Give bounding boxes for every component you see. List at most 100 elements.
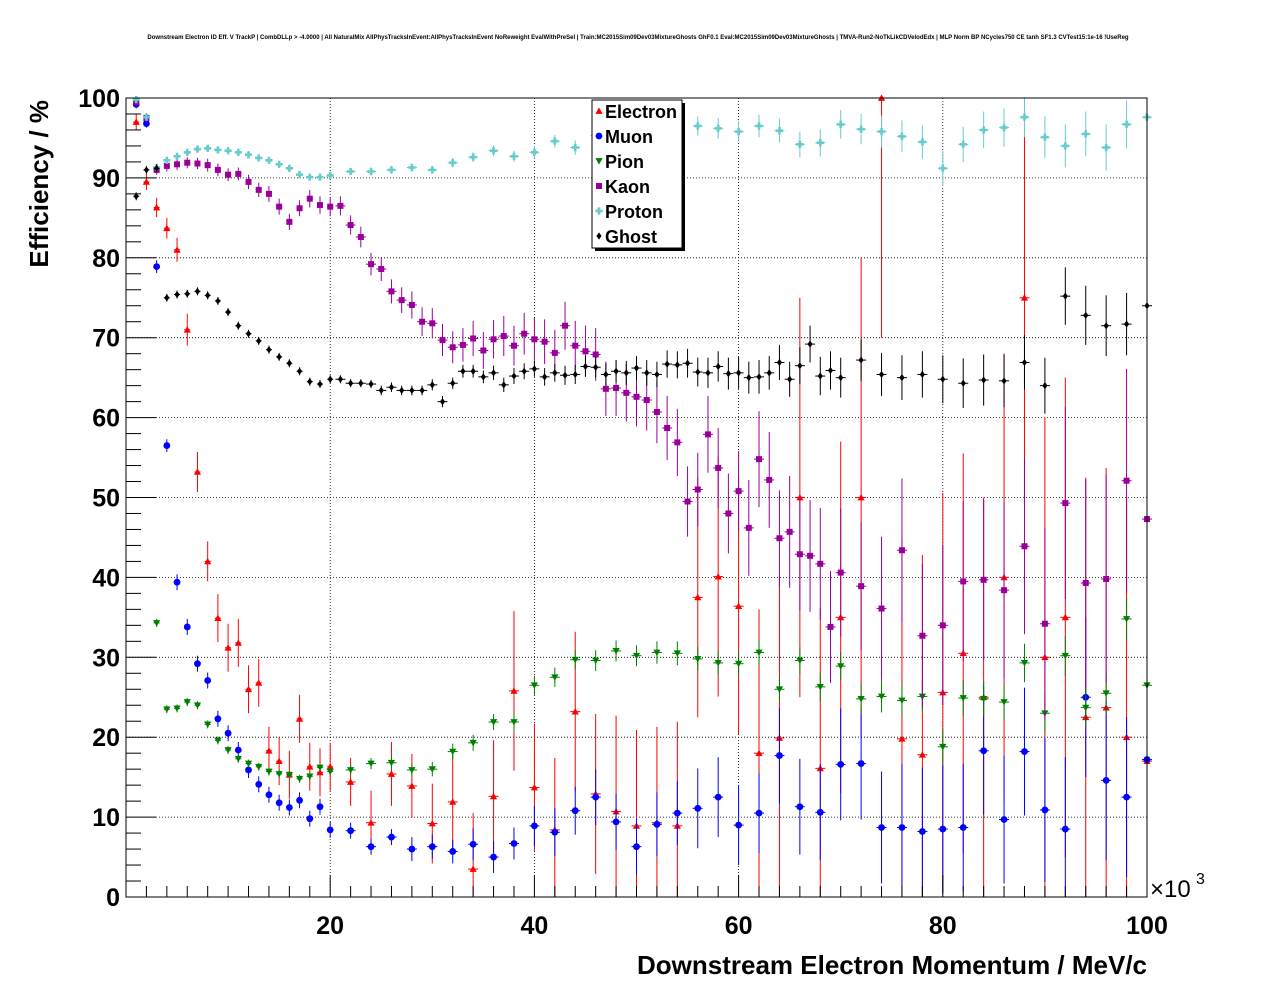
data-point xyxy=(306,773,314,780)
data-point xyxy=(542,373,548,381)
data-point xyxy=(286,218,293,225)
data-point xyxy=(408,782,416,789)
data-point xyxy=(428,843,436,851)
data-point xyxy=(673,650,681,657)
data-point xyxy=(132,95,140,104)
series-pion xyxy=(153,597,1152,783)
data-point xyxy=(725,370,731,378)
data-point xyxy=(183,623,191,631)
data-point xyxy=(275,799,283,807)
data-point xyxy=(633,364,640,372)
x-tick-label: 80 xyxy=(929,912,957,940)
data-point xyxy=(603,370,609,379)
legend-label-pion: Pion xyxy=(605,152,644,172)
data-point xyxy=(592,657,600,665)
series-layer xyxy=(132,94,1152,897)
data-point xyxy=(316,764,324,772)
data-point xyxy=(184,159,191,166)
data-point xyxy=(552,369,558,377)
data-point xyxy=(694,122,702,130)
data-point xyxy=(224,644,232,651)
data-point xyxy=(838,374,844,382)
data-point xyxy=(633,393,640,400)
data-point xyxy=(214,614,222,622)
data-point xyxy=(275,757,283,765)
data-point xyxy=(705,369,711,377)
data-point xyxy=(919,632,926,639)
data-point xyxy=(265,190,272,197)
data-point xyxy=(449,748,457,756)
data-point xyxy=(959,140,967,148)
y-tick-label: 70 xyxy=(92,325,120,353)
data-point xyxy=(357,234,364,241)
data-point xyxy=(530,682,538,689)
data-point xyxy=(898,824,906,831)
data-point xyxy=(725,510,732,517)
data-point xyxy=(316,202,323,209)
data-point xyxy=(1082,704,1090,712)
data-point xyxy=(316,803,324,811)
data-point xyxy=(470,335,477,342)
data-point xyxy=(735,488,742,495)
data-point xyxy=(501,381,507,389)
data-point xyxy=(296,205,303,212)
data-point xyxy=(307,378,313,386)
data-point xyxy=(776,752,783,759)
data-point xyxy=(571,708,579,715)
data-point xyxy=(878,824,885,831)
data-point xyxy=(194,287,201,295)
data-point xyxy=(234,148,242,156)
legend-label-muon: Muon xyxy=(605,127,653,147)
data-point xyxy=(736,369,742,377)
data-point xyxy=(1102,690,1110,697)
data-point xyxy=(173,578,181,586)
data-point xyxy=(1041,620,1048,627)
y-tick-label: 10 xyxy=(92,804,120,832)
data-point xyxy=(133,192,139,200)
legend-label-proton: Proton xyxy=(605,202,663,222)
data-point xyxy=(981,376,987,384)
data-point xyxy=(745,524,752,531)
data-point xyxy=(193,468,202,475)
legend-marker-electron xyxy=(595,107,603,114)
data-point xyxy=(469,840,477,848)
data-point xyxy=(399,386,405,395)
data-point xyxy=(715,362,721,371)
data-point xyxy=(469,153,477,161)
data-point xyxy=(714,573,722,580)
data-point xyxy=(827,623,834,630)
data-point xyxy=(735,660,743,668)
data-point xyxy=(510,342,517,349)
data-point xyxy=(919,370,925,379)
data-point xyxy=(674,439,681,446)
data-point xyxy=(582,362,589,371)
data-point xyxy=(367,819,375,826)
data-point xyxy=(755,649,763,657)
data-point xyxy=(582,348,589,355)
data-point xyxy=(817,560,824,567)
data-point xyxy=(530,148,538,156)
data-point xyxy=(877,693,886,701)
data-point xyxy=(1122,616,1131,623)
data-point xyxy=(1042,382,1048,390)
data-point xyxy=(857,493,865,501)
data-point xyxy=(1082,130,1090,138)
data-point xyxy=(489,719,498,726)
data-point xyxy=(797,362,803,370)
data-point xyxy=(163,442,171,449)
data-point xyxy=(1123,477,1130,484)
data-point xyxy=(408,301,415,308)
data-point xyxy=(775,686,784,693)
data-point xyxy=(571,807,579,815)
data-point xyxy=(174,161,181,168)
data-point xyxy=(183,148,191,156)
data-point xyxy=(204,721,212,729)
data-point xyxy=(347,767,355,774)
data-point xyxy=(245,766,252,774)
data-point xyxy=(1000,699,1008,706)
data-point xyxy=(235,322,241,330)
data-point xyxy=(275,771,283,778)
data-point xyxy=(898,132,906,140)
data-point xyxy=(1061,825,1069,833)
data-point xyxy=(142,113,151,121)
